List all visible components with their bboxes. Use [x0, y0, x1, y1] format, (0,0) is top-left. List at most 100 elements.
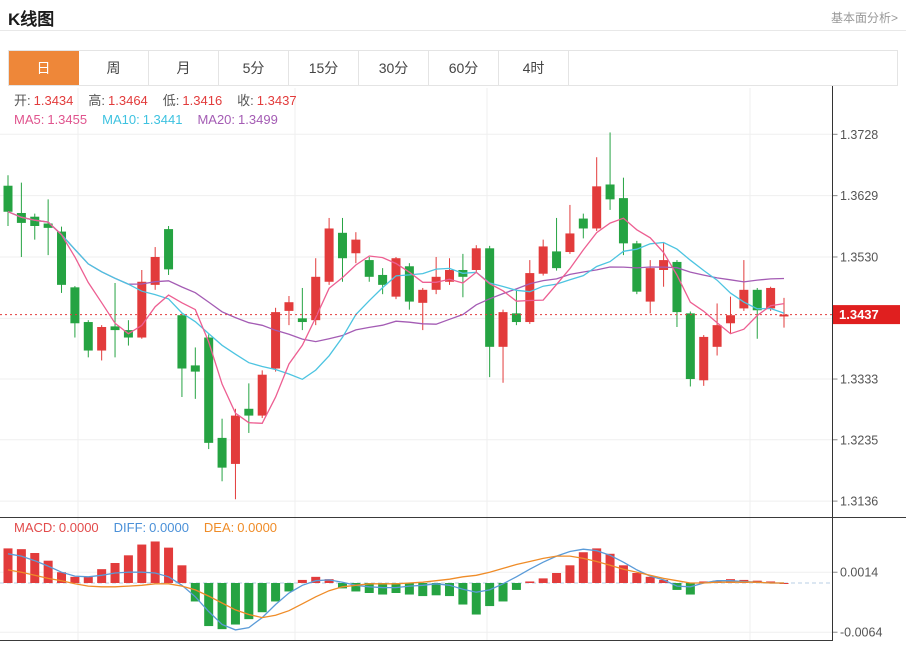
- macd-hist-bar: [311, 576, 321, 583]
- candle-body: [297, 318, 307, 323]
- page-title: K线图: [8, 10, 55, 29]
- macd-hist-bar: [498, 583, 508, 602]
- candle-body: [230, 415, 240, 464]
- candle-body: [97, 326, 107, 351]
- macd-hist-bar: [645, 576, 655, 583]
- candle-body: [284, 302, 294, 311]
- macd-hist-bar: [150, 541, 160, 583]
- macd-hist-bar: [57, 572, 67, 583]
- macd-hist-bar: [685, 583, 695, 595]
- candle-body: [3, 185, 13, 212]
- candle-body: [57, 231, 67, 285]
- macd-hist-bar: [97, 569, 107, 583]
- candle-body: [431, 276, 441, 290]
- macd-item: DIFF: 0.0000: [113, 520, 189, 535]
- candle-body: [578, 218, 588, 229]
- macd-hist-bar: [578, 552, 588, 583]
- macd-hist-bar: [257, 583, 267, 613]
- candle-body: [485, 248, 495, 347]
- candle-body: [592, 186, 602, 229]
- macd-hist-bar: [137, 544, 147, 583]
- candle-body: [404, 266, 414, 302]
- price-tick-label: 1.3629: [840, 189, 878, 203]
- candle-body: [311, 276, 321, 321]
- macd-hist-bar: [378, 583, 388, 595]
- tab-60分[interactable]: 60分: [429, 51, 499, 85]
- tab-日[interactable]: 日: [9, 51, 79, 85]
- candle-body: [752, 289, 762, 311]
- candle-body: [605, 184, 615, 200]
- tab-30分[interactable]: 30分: [359, 51, 429, 85]
- tab-月[interactable]: 月: [149, 51, 219, 85]
- candle-body: [766, 287, 776, 309]
- macd-hist-bar: [284, 583, 294, 592]
- macd-hist-bar: [659, 579, 669, 583]
- candle-body: [324, 228, 334, 282]
- tab-周[interactable]: 周: [79, 51, 149, 85]
- macd-hist-bar: [324, 579, 334, 583]
- candle-body: [725, 315, 735, 324]
- current-price-box: [833, 305, 900, 325]
- candle-body: [645, 268, 655, 302]
- price-tick-label: 1.3530: [840, 250, 878, 264]
- price-tick-label: 1.3235: [840, 433, 878, 447]
- ma-item: MA20: 1.3499: [197, 112, 278, 127]
- macd-hist-bar: [43, 560, 53, 583]
- macd-hist-bar: [632, 573, 642, 583]
- macd-hist-bar: [230, 583, 240, 625]
- macd-hist-bar: [699, 581, 709, 583]
- macd-hist-bar: [605, 553, 615, 583]
- macd-hist-bar: [364, 583, 374, 593]
- dea-line: [7, 555, 784, 619]
- macd-hist-bar: [471, 583, 481, 615]
- macd-hist-bar: [30, 553, 40, 583]
- candle-body: [257, 374, 267, 416]
- macd-hist-bar: [244, 583, 254, 620]
- macd-hist-bar: [618, 565, 628, 583]
- candle-body: [271, 312, 281, 369]
- candle-body: [137, 281, 147, 338]
- macd-hist-bar: [70, 576, 80, 583]
- candle-body: [150, 256, 160, 285]
- candle-body: [378, 274, 388, 285]
- candle-body: [110, 326, 120, 331]
- macd-hist-bar: [177, 565, 187, 583]
- candle-body: [418, 289, 428, 303]
- macd-hist-bar: [404, 583, 414, 595]
- macd-hist-bar: [458, 583, 468, 605]
- ohlc-item: 高: 1.3464: [88, 93, 148, 108]
- candle-body: [217, 437, 227, 468]
- macd-hist-bar: [592, 548, 602, 583]
- candle-body: [83, 322, 93, 351]
- macd-hist-bar: [83, 576, 93, 583]
- macd-hist-bar: [204, 583, 214, 627]
- ohlc-item: 收: 1.3437: [237, 93, 297, 108]
- candle-body: [672, 261, 682, 313]
- macd-hist-bar: [538, 578, 548, 583]
- macd-tick-label: 0.0014: [840, 566, 878, 580]
- tab-15分[interactable]: 15分: [289, 51, 359, 85]
- ma-item: MA10: 1.3441: [102, 112, 183, 127]
- candle-body: [445, 269, 455, 282]
- tab-4时[interactable]: 4时: [499, 51, 569, 85]
- candle-body: [30, 216, 40, 226]
- macd-hist-bar: [337, 583, 347, 589]
- timeframe-tab-bar: 日周月 5分 15分 30分 60分 4时: [8, 50, 898, 86]
- price-tick-label: 1.3136: [840, 495, 878, 509]
- macd-hist-bar: [431, 583, 441, 596]
- macd-hist-bar: [217, 583, 227, 630]
- ma-legend: MA5: 1.3455 MA10: 1.3441 MA20: 1.3499: [14, 113, 293, 127]
- candle-body: [511, 313, 521, 323]
- macd-hist-bar: [552, 573, 562, 583]
- fundamental-analysis-link[interactable]: 基本面分析>: [830, 11, 898, 25]
- tab-5分[interactable]: 5分: [219, 51, 289, 85]
- ohlc-legend: 开: 1.3434 高: 1.3464 低: 1.3416 收: 1.3437: [14, 94, 312, 108]
- candle-body: [498, 312, 508, 347]
- price-tick-label: 1.3333: [840, 373, 878, 387]
- macd-hist-bar: [766, 581, 776, 583]
- macd-hist-bar: [297, 579, 307, 583]
- candle-body: [565, 233, 575, 253]
- macd-hist-bar: [164, 547, 174, 583]
